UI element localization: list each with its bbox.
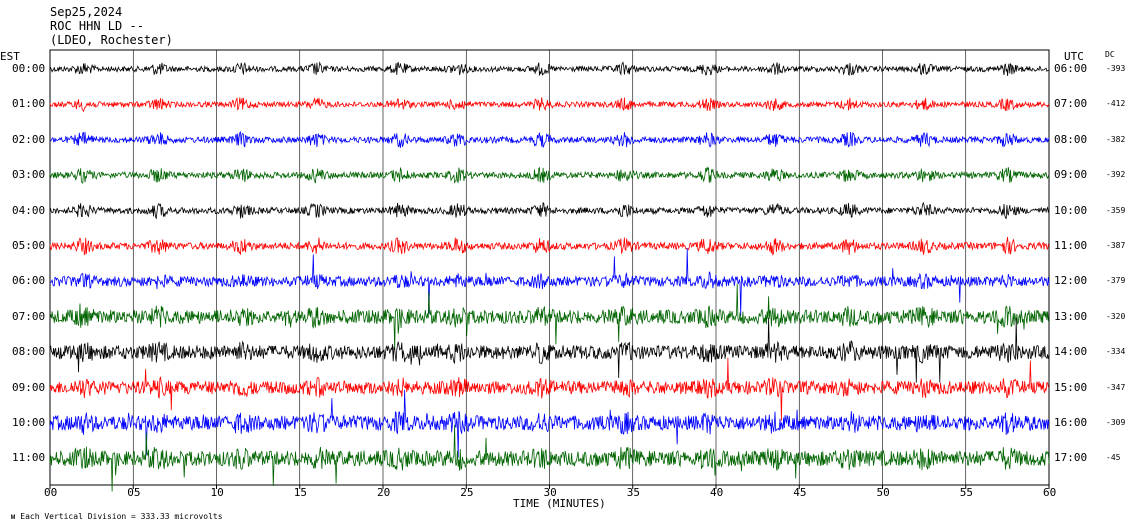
est-hour-label: 05:00 xyxy=(12,239,46,252)
x-tick-label: 00 xyxy=(44,486,58,499)
utc-hour-label: 15:00 xyxy=(1054,380,1088,394)
dc-offset-value: -45 xyxy=(1106,453,1121,463)
left-timezone-label: EST xyxy=(0,50,20,63)
utc-hour-label: 08:00 xyxy=(1054,132,1088,146)
utc-hour-label: 17:00 xyxy=(1054,451,1088,465)
utc-hour-label: 12:00 xyxy=(1054,274,1088,288)
header-station: ROC HHN LD -- xyxy=(50,19,144,33)
dc-offset-value: -392 xyxy=(1106,170,1126,180)
header-network: (LDEO, Rochester) xyxy=(50,33,173,47)
x-tick-label: 40 xyxy=(710,486,724,499)
dc-offset-value: -347 xyxy=(1106,382,1126,392)
x-tick-label: 25 xyxy=(460,486,474,499)
utc-hour-label: 11:00 xyxy=(1054,239,1088,252)
est-hour-label: 02:00 xyxy=(12,132,46,146)
dc-offset-value: -379 xyxy=(1106,276,1126,286)
trace-row xyxy=(49,201,1050,220)
est-hour-label: 00:00 xyxy=(12,62,46,75)
x-tick-label: 30 xyxy=(543,486,557,499)
dc-offset-value: -334 xyxy=(1106,347,1126,357)
trace-row xyxy=(49,130,1050,148)
dc-offset-value: -382 xyxy=(1106,134,1126,144)
est-hour-label: 09:00 xyxy=(12,380,46,394)
x-tick-label: 15 xyxy=(293,486,307,499)
dc-offset-value: -320 xyxy=(1106,311,1126,321)
trace-row xyxy=(49,389,1050,458)
x-tick-label: 50 xyxy=(876,486,890,499)
trace-row xyxy=(49,248,1050,316)
utc-hour-label: 10:00 xyxy=(1054,203,1088,217)
est-hour-label: 01:00 xyxy=(12,97,46,111)
utc-hour-label: 13:00 xyxy=(1054,309,1088,323)
trace-row xyxy=(49,283,1050,350)
dc-offset-value: -412 xyxy=(1106,99,1126,109)
header-date: Sep25,2024 xyxy=(50,5,123,19)
est-hour-label: 07:00 xyxy=(12,309,46,323)
est-hour-label: 11:00 xyxy=(12,451,46,465)
trace-row xyxy=(49,317,1050,383)
trace-row xyxy=(49,236,1050,256)
dc-column-label: DC xyxy=(1105,50,1115,59)
est-hour-label: 03:00 xyxy=(12,168,46,182)
dc-offset-value: -387 xyxy=(1106,241,1126,250)
x-tick-label: 35 xyxy=(626,486,640,499)
trace-row xyxy=(49,61,1049,77)
trace-row xyxy=(49,357,1050,421)
x-tick-label: 45 xyxy=(793,486,807,499)
est-hour-label: 10:00 xyxy=(12,416,46,429)
scale-note-text: Each Vertical Division = 333.33 microvol… xyxy=(20,512,223,521)
utc-hour-label: 14:00 xyxy=(1054,345,1088,359)
utc-hour-label: 06:00 xyxy=(1054,62,1088,75)
est-hour-label: 04:00 xyxy=(12,203,46,217)
right-timezone-label: UTC xyxy=(1064,50,1084,63)
x-tick-label: 60 xyxy=(1043,486,1057,499)
x-tick-label: 20 xyxy=(377,486,391,499)
dc-offset-value: -309 xyxy=(1106,418,1126,427)
x-axis-label: TIME (MINUTES) xyxy=(513,497,606,510)
est-hour-label: 06:00 xyxy=(12,274,46,288)
x-tick-label: 05 xyxy=(127,486,141,499)
dc-offset-value: -359 xyxy=(1106,205,1126,215)
trace-row xyxy=(49,424,1050,492)
scale-icon: ᴍ xyxy=(10,512,21,521)
utc-hour-label: 07:00 xyxy=(1054,97,1088,111)
x-tick-label: 10 xyxy=(210,486,224,499)
trace-row xyxy=(49,166,1050,184)
trace-row xyxy=(49,96,1050,113)
dc-offset-value: -393 xyxy=(1106,64,1126,73)
x-tick-label: 55 xyxy=(959,486,973,499)
est-hour-label: 08:00 xyxy=(12,345,46,359)
utc-hour-label: 09:00 xyxy=(1054,168,1088,182)
utc-hour-label: 16:00 xyxy=(1054,416,1088,429)
scale-note: ᴍ Each Vertical Division = 333.33 microv… xyxy=(1,503,223,521)
